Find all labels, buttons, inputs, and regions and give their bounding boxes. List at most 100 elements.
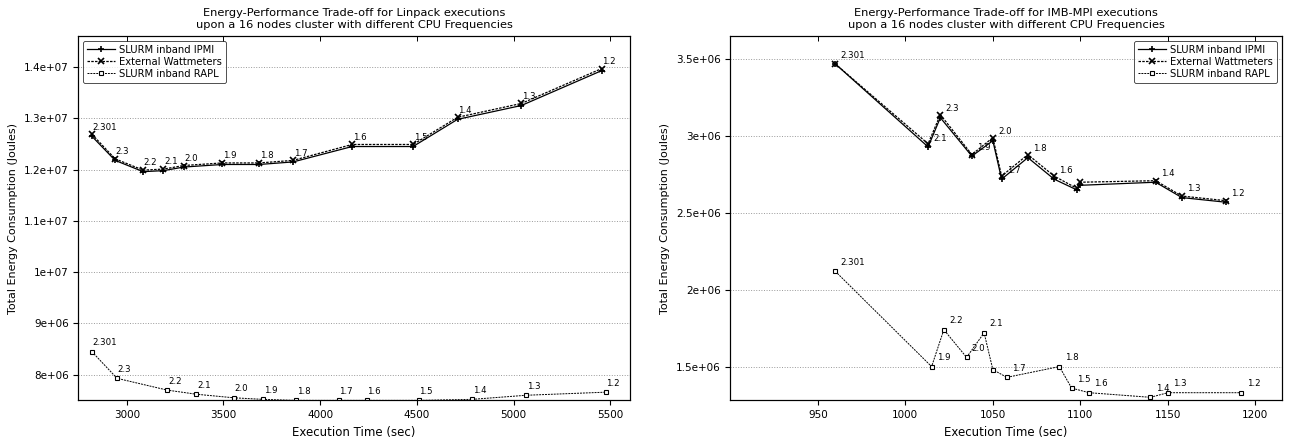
Line: SLURM inband RAPL: SLURM inband RAPL [833,269,1244,400]
Text: 2.3: 2.3 [946,104,960,114]
SLURM inband RAPL [412,398,427,403]
Text: 1.6: 1.6 [1094,380,1108,388]
Y-axis label: Total Energy Consumption (Joules): Total Energy Consumption (Joules) [8,123,18,314]
External Wattmeters [986,135,1001,140]
SLURM inband RAPL [977,330,992,335]
External Wattmeters [252,160,267,166]
Text: 2.301: 2.301 [841,258,866,267]
Text: 1.6: 1.6 [368,387,381,396]
External Wattmeters [344,142,360,147]
Text: 2.1: 2.1 [197,381,210,390]
SLURM inband IPMI [1073,183,1089,188]
Text: 2.3: 2.3 [117,365,132,374]
Line: External Wattmeters: External Wattmeters [89,65,605,173]
SLURM inband IPMI [993,177,1009,182]
Legend: SLURM inband IPMI, External Wattmeters, SLURM inband RAPL: SLURM inband IPMI, External Wattmeters, … [1134,41,1277,83]
SLURM inband RAPL [519,392,534,398]
External Wattmeters [964,152,979,157]
Title: Energy-Performance Trade-off for Linpack executions
upon a 16 nodes cluster with: Energy-Performance Trade-off for Linpack… [196,8,512,30]
External Wattmeters [450,114,466,120]
SLURM inband RAPL [110,375,125,381]
Text: 1.4: 1.4 [472,386,486,395]
SLURM inband RAPL [160,388,175,393]
SLURM inband IPMI [828,61,844,67]
Text: 1.9: 1.9 [263,386,277,395]
SLURM inband IPMI [135,169,151,174]
Text: 1.2: 1.2 [606,379,619,388]
External Wattmeters [84,131,99,137]
Text: 2.1: 2.1 [934,134,947,143]
Text: 1.2: 1.2 [602,57,615,66]
Line: SLURM inband IPMI: SLURM inband IPMI [832,60,1229,206]
SLURM inband RAPL [288,398,303,403]
SLURM inband IPMI [986,138,1001,143]
SLURM inband RAPL [1000,375,1015,380]
Text: 2.301: 2.301 [93,123,117,132]
External Wattmeters [828,61,844,67]
Text: 2.2: 2.2 [168,377,182,386]
Text: 1.8: 1.8 [1064,353,1078,362]
SLURM inband RAPL [255,396,271,402]
Text: 2.1: 2.1 [989,320,1004,329]
External Wattmeters [933,112,948,117]
Text: 1.5: 1.5 [419,387,433,396]
SLURM inband RAPL [464,396,480,402]
Text: 2.2: 2.2 [143,158,157,167]
External Wattmeters [285,158,301,163]
Legend: SLURM inband IPMI, External Wattmeters, SLURM inband RAPL: SLURM inband IPMI, External Wattmeters, … [84,41,226,83]
Text: 1.6: 1.6 [1059,166,1073,175]
Text: 1.9: 1.9 [977,143,991,152]
X-axis label: Execution Time (sec): Execution Time (sec) [293,426,415,439]
SLURM inband RAPL [188,392,204,397]
SLURM inband IPMI [933,115,948,120]
SLURM inband RAPL [1233,390,1249,396]
SLURM inband IPMI [1218,199,1233,205]
Text: 2.301: 2.301 [841,51,866,59]
External Wattmeters [513,101,529,106]
Text: 2.2: 2.2 [949,316,962,325]
SLURM inband IPMI [252,162,267,167]
SLURM inband RAPL [958,354,974,360]
Text: 2.0: 2.0 [235,384,248,393]
Y-axis label: Total Energy Consumption (Joules): Total Energy Consumption (Joules) [660,123,671,314]
SLURM inband IPMI [344,144,360,149]
External Wattmeters [405,142,421,147]
External Wattmeters [1069,186,1085,191]
External Wattmeters [156,166,172,172]
SLURM inband RAPL [1051,364,1067,369]
SLURM inband IPMI [107,158,123,163]
External Wattmeters [1020,152,1036,157]
SLURM inband RAPL [937,327,952,333]
SLURM inband IPMI [156,168,172,173]
X-axis label: Execution Time (sec): Execution Time (sec) [944,426,1068,439]
SLURM inband IPMI [405,144,421,149]
Text: 2.0: 2.0 [971,344,986,353]
Text: 1.4: 1.4 [1161,169,1174,178]
SLURM inband IPMI [84,134,99,139]
SLURM inband RAPL [1081,390,1096,396]
SLURM inband IPMI [1069,187,1085,193]
SLURM inband IPMI [1020,155,1036,160]
Text: 2.0: 2.0 [184,154,197,163]
SLURM inband IPMI [214,162,230,167]
Text: 2.301: 2.301 [93,338,117,347]
Line: SLURM inband IPMI: SLURM inband IPMI [89,67,605,175]
Text: 1.4: 1.4 [1156,384,1169,393]
External Wattmeters [1073,180,1089,185]
SLURM inband RAPL [330,398,346,403]
SLURM inband IPMI [1148,180,1164,185]
Text: 1.7: 1.7 [294,148,307,157]
External Wattmeters [1046,173,1062,179]
SLURM inband RAPL [1064,385,1080,391]
SLURM inband RAPL [1143,395,1158,400]
Text: 1.3: 1.3 [526,382,541,391]
Line: SLURM inband RAPL: SLURM inband RAPL [89,349,608,403]
SLURM inband IPMI [920,144,935,150]
Text: 1.7: 1.7 [339,387,352,396]
SLURM inband RAPL [828,269,844,274]
SLURM inband IPMI [1174,195,1189,200]
Text: 1.2: 1.2 [1246,380,1260,388]
External Wattmeters [920,141,935,147]
Text: 1.5: 1.5 [1077,375,1090,384]
SLURM inband IPMI [450,117,466,122]
